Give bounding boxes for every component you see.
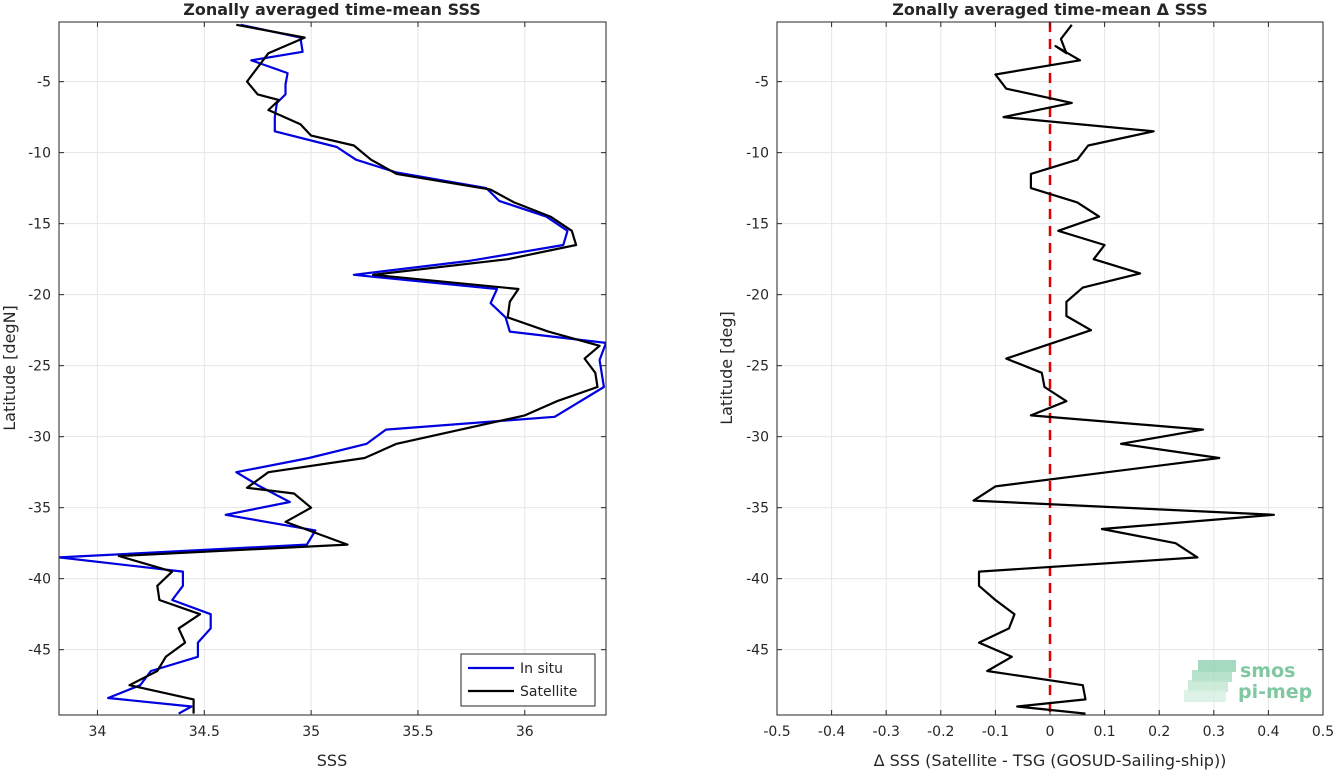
right-y-tick-label: -45 bbox=[746, 643, 769, 659]
right-y-tick-label: -35 bbox=[746, 501, 769, 517]
left-y-tick-label: -15 bbox=[28, 217, 51, 233]
right-chart-panel: Zonally averaged time-mean Δ SSS -0.5 -0.… bbox=[717, 0, 1334, 770]
right-y-axis-label: Latitude [deg] bbox=[717, 311, 736, 425]
left-y-tick-label: -10 bbox=[28, 146, 51, 162]
right-grid bbox=[777, 22, 1323, 715]
right-y-tick-label: -15 bbox=[746, 217, 769, 233]
right-y-tick-label: -30 bbox=[746, 430, 769, 446]
right-x-tick-label: -0.2 bbox=[927, 724, 954, 740]
right-y-tick-label: -5 bbox=[755, 75, 769, 91]
left-y-tick-label: -30 bbox=[28, 430, 51, 446]
right-y-tick-label: -10 bbox=[746, 146, 769, 162]
left-y-axis-label: Latitude [degN] bbox=[0, 305, 19, 431]
left-x-tick-label: 36 bbox=[516, 724, 534, 740]
left-y-tick-label: -25 bbox=[28, 359, 51, 375]
legend-box bbox=[460, 653, 596, 707]
left-chart-panel: Zonally averaged time-mean SSS 34 34.5 35 3… bbox=[0, 0, 607, 770]
right-y-tick-label: -25 bbox=[746, 359, 769, 375]
left-x-tick-label: 34 bbox=[89, 724, 107, 740]
right-x-tick-label: 0.1 bbox=[1093, 724, 1115, 740]
left-x-tick-label: 35.5 bbox=[402, 724, 433, 740]
logo-text-pi-mep: pi-mep bbox=[1238, 681, 1312, 703]
left-grid bbox=[59, 22, 606, 715]
right-series-layer bbox=[972, 22, 1276, 715]
left-y-tick-label: -35 bbox=[28, 501, 51, 517]
logo-wave-icon bbox=[1184, 660, 1236, 702]
left-chart-title: Zonally averaged time-mean SSS bbox=[183, 0, 481, 19]
right-y-tick-label: -40 bbox=[746, 572, 769, 588]
right-x-axis-label: Δ SSS (Satellite - TSG (GOSUD-Sailing-sh… bbox=[874, 751, 1227, 770]
legend-label-satellite: Satellite bbox=[520, 684, 577, 700]
right-x-tick-label: 0 bbox=[1046, 724, 1055, 740]
left-plot-frame bbox=[58, 21, 607, 716]
right-x-tick-label: 0.5 bbox=[1312, 724, 1334, 740]
right-ticks: -0.5 -0.4 -0.3 -0.2 -0.1 0 0.1 0.2 0.3 0.4 0.5 -5 -1… bbox=[746, 22, 1334, 740]
left-x-axis-label: SSS bbox=[317, 751, 347, 770]
logo-text-smos: smos bbox=[1240, 660, 1295, 682]
right-x-tick-label: -0.3 bbox=[873, 724, 900, 740]
left-series-line-in-situ bbox=[59, 23, 606, 715]
right-x-tick-label: 0.4 bbox=[1257, 724, 1279, 740]
left-x-tick-label: 34.5 bbox=[189, 724, 220, 740]
right-x-tick-label: -0.4 bbox=[818, 724, 845, 740]
right-x-tick-label: -0.1 bbox=[982, 724, 1009, 740]
right-x-tick-label: 0.2 bbox=[1148, 724, 1170, 740]
left-x-tick-label: 35 bbox=[302, 724, 320, 740]
right-x-tick-label: -0.5 bbox=[763, 724, 790, 740]
legend-label-in-situ: In situ bbox=[520, 661, 563, 677]
left-y-tick-label: -40 bbox=[28, 572, 51, 588]
right-chart-title: Zonally averaged time-mean Δ SSS bbox=[892, 0, 1208, 19]
left-series-line-satellite bbox=[117, 23, 601, 714]
left-ticks: 34 34.5 35 35.5 36 -5 -10 -15 -20 -25 -30 -35 -40 -45 bbox=[28, 22, 606, 740]
left-y-tick-label: -20 bbox=[28, 288, 51, 304]
right-series-line-delta bbox=[972, 24, 1276, 715]
right-x-tick-label: 0.3 bbox=[1203, 724, 1225, 740]
right-y-tick-label: -20 bbox=[746, 288, 769, 304]
left-series-layer bbox=[59, 23, 606, 715]
legend: In situ Satellite bbox=[460, 653, 596, 707]
smos-pi-mep-logo: smos pi-mep bbox=[1184, 660, 1312, 703]
left-y-tick-label: -5 bbox=[37, 75, 51, 91]
left-y-tick-label: -45 bbox=[28, 643, 51, 659]
